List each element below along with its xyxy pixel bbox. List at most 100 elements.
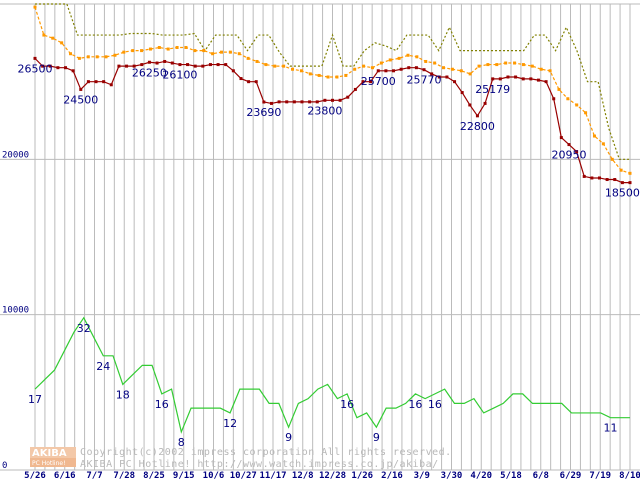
- data-label-shops: 12: [223, 417, 237, 430]
- x-tick-label: 11/17: [259, 471, 286, 480]
- data-point-low: [117, 64, 121, 68]
- data-point-low: [544, 80, 548, 84]
- data-label-low: 23800: [307, 104, 342, 117]
- data-point-low: [498, 77, 502, 81]
- logo-bottom-box: [30, 458, 76, 467]
- data-label-low: 22800: [460, 120, 495, 133]
- data-point-low: [361, 80, 365, 84]
- data-point-low: [521, 77, 525, 81]
- data-point-average: [175, 45, 179, 49]
- data-point-low: [353, 87, 357, 91]
- data-point-low: [170, 61, 174, 65]
- x-tick-label: 8/25: [143, 471, 165, 480]
- data-point-average: [344, 73, 348, 77]
- data-point-low: [597, 176, 601, 180]
- data-point-low: [193, 64, 197, 68]
- data-point-low: [140, 63, 144, 67]
- x-tick-label: 12/8: [292, 471, 314, 480]
- data-point-low: [48, 64, 52, 68]
- data-point-low: [430, 72, 434, 76]
- data-point-low: [79, 87, 83, 91]
- data-point-low: [132, 64, 136, 68]
- data-point-average: [362, 64, 366, 68]
- data-label-shops: 8: [178, 436, 185, 449]
- data-point-low: [56, 66, 60, 70]
- x-tick-label: 12/28: [319, 471, 346, 480]
- data-point-low: [575, 150, 579, 154]
- data-point-average: [450, 67, 454, 71]
- data-point-average: [202, 49, 206, 53]
- data-point-average: [370, 66, 374, 70]
- data-point-average: [122, 50, 126, 54]
- data-point-average: [113, 53, 117, 57]
- x-tick-label: 7/28: [113, 471, 135, 480]
- data-point-low: [201, 64, 205, 68]
- x-tick-label: 3/9: [414, 471, 430, 480]
- data-point-average: [628, 171, 632, 175]
- data-point-average: [415, 55, 419, 59]
- logo-bottom-text: PC Hotline!: [32, 460, 65, 467]
- x-tick-label: 7/7: [86, 471, 102, 480]
- data-point-low: [384, 69, 388, 73]
- series-line-high: [35, 3, 630, 160]
- data-label-low: 25179: [475, 83, 510, 96]
- data-point-low: [331, 98, 334, 102]
- data-label-low: 18500: [605, 187, 640, 200]
- data-label-low: 25770: [407, 74, 442, 87]
- data-label-low: 24500: [63, 93, 98, 106]
- data-point-average: [433, 61, 437, 65]
- data-point-low: [582, 174, 586, 178]
- data-point-low: [308, 100, 312, 104]
- data-point-average: [237, 52, 241, 56]
- data-point-low: [529, 77, 533, 81]
- data-point-average: [610, 157, 614, 161]
- data-point-average: [193, 49, 197, 53]
- data-point-low: [445, 75, 449, 79]
- data-point-low: [369, 80, 373, 84]
- data-point-average: [388, 58, 392, 62]
- data-label-shops: 17: [28, 393, 42, 406]
- y-tick-label: 0: [2, 461, 7, 471]
- series-line-shops: [34, 316, 630, 434]
- data-point-low: [94, 80, 98, 84]
- data-label-shops: 11: [603, 422, 617, 435]
- data-point-low: [147, 60, 151, 64]
- data-point-low: [33, 56, 37, 60]
- data-point-low: [491, 77, 495, 81]
- data-point-low: [483, 101, 487, 105]
- gridlines: [0, 3, 640, 471]
- y-axis-ticks: 0 10000 20000: [2, 150, 29, 471]
- data-point-low: [224, 63, 228, 67]
- x-tick-label: 4/20: [470, 471, 492, 480]
- data-point-low: [208, 63, 212, 67]
- data-point-low: [414, 66, 418, 70]
- data-point-average: [51, 36, 55, 40]
- data-point-average: [397, 56, 401, 60]
- x-tick-label: 10/6: [203, 471, 225, 480]
- series-layer: [33, 3, 632, 434]
- data-label-shops: 9: [285, 431, 292, 444]
- data-point-average: [539, 67, 543, 71]
- data-point-average: [513, 61, 517, 65]
- data-point-low: [262, 100, 266, 104]
- data-point-low: [514, 75, 518, 79]
- data-point-average: [486, 63, 490, 67]
- data-point-low: [460, 91, 464, 95]
- data-point-average: [442, 66, 446, 70]
- data-point-low: [247, 80, 251, 84]
- data-label-shops: 32: [77, 322, 91, 335]
- data-point-low: [239, 77, 243, 81]
- data-point-low: [86, 80, 90, 84]
- x-axis-ticks: 5/26 6/16 7/7 7/28 8/25 9/15 10/6 10/27 11/17 12/…: [24, 471, 640, 480]
- data-point-average: [219, 50, 223, 54]
- data-point-average: [228, 50, 232, 54]
- data-point-low: [109, 83, 113, 87]
- data-point-average: [299, 69, 303, 73]
- x-tick-label: 6/8: [533, 471, 549, 480]
- x-tick-label: 7/19: [589, 471, 611, 480]
- data-point-average: [521, 63, 525, 67]
- data-label-shops: 24: [96, 360, 110, 373]
- data-label-shops: 18: [116, 388, 130, 401]
- data-point-low: [376, 69, 380, 73]
